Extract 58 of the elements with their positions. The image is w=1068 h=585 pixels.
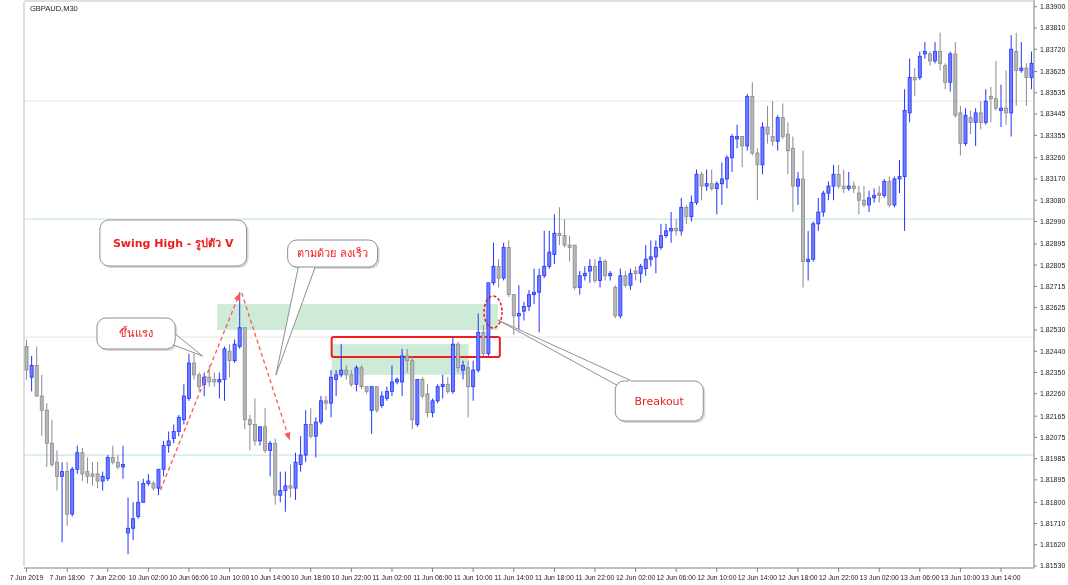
candlestick [679,197,684,237]
candlestick [922,41,927,60]
candlestick [938,32,943,71]
candlestick [481,324,486,357]
candlestick [456,341,460,373]
candlestick [882,178,887,199]
candlestick [308,407,313,440]
candlestick [770,100,775,147]
candlestick [1024,62,1029,107]
candlestick [999,84,1003,128]
candlestick [887,176,892,208]
annotation: Breakout [634,394,685,408]
candlestick [496,258,501,289]
candlestick [699,171,704,201]
annotation: ตามด้วย ลงเร็ว [297,246,368,261]
candlestick [603,258,608,281]
candlestick [121,445,125,480]
candlestick [709,169,714,192]
candlestick [115,454,120,470]
candlestick [29,355,34,392]
candlestick [60,461,64,543]
candlestick [704,169,709,192]
candlestick [740,136,745,168]
candlestick [775,114,780,152]
candlestick [943,62,948,90]
candlestick [846,171,851,192]
candlestick [268,440,273,477]
candlestick [933,41,937,64]
candlestick [978,100,983,130]
candlestick [374,386,379,414]
candlestick [288,464,293,499]
candlestick [628,268,633,291]
candlestick [765,105,770,145]
candlestick [973,107,978,147]
candlestick [912,67,917,97]
candlestick [1019,41,1024,74]
candlestick [227,343,232,378]
candlestick [593,258,597,284]
candlestick [598,256,602,289]
candlestick [466,360,471,418]
annotation: Swing High - รูปตัว V [112,236,235,251]
candlestick [587,258,592,284]
candlestick [1004,69,1009,126]
annotation: ขึ้นแรง [119,325,154,341]
candlestick [369,386,374,435]
candlestick [917,51,922,81]
candlestick [207,364,212,388]
candlestick [258,426,262,447]
candlestick [136,480,141,520]
candlestick [324,395,328,411]
candlestick [461,360,465,381]
candlestick [968,110,973,135]
candlestick [354,364,359,392]
candlestick [796,171,800,206]
candlestick [684,204,689,225]
candlestick [1014,32,1019,107]
candlestick [263,407,267,454]
candlestick [983,88,988,126]
